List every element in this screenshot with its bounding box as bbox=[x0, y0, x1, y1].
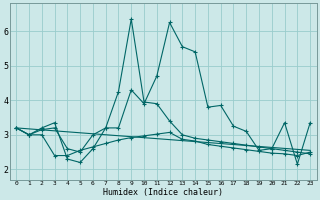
X-axis label: Humidex (Indice chaleur): Humidex (Indice chaleur) bbox=[103, 188, 223, 197]
